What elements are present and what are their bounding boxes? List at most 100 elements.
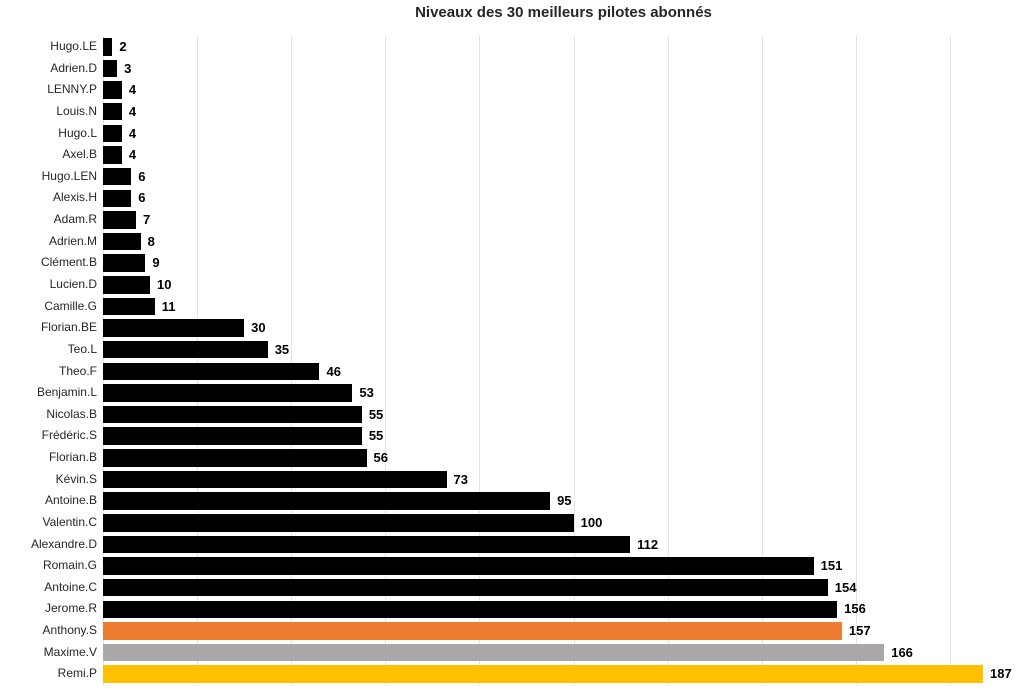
value-label: 157 — [848, 623, 871, 639]
bar — [103, 189, 132, 207]
value-label: 9 — [152, 255, 160, 271]
bar — [103, 232, 141, 251]
bar — [103, 643, 885, 662]
bar — [103, 254, 146, 272]
gridline — [291, 36, 293, 685]
bar — [103, 665, 984, 683]
category-label: Jerome.R — [44, 601, 97, 616]
category-label: Valentin.C — [42, 514, 97, 529]
value-label: 35 — [274, 341, 290, 357]
y-axis-line — [103, 36, 104, 685]
value-label: 4 — [128, 82, 137, 98]
value-label: 53 — [359, 385, 374, 401]
value-label: 55 — [368, 428, 384, 444]
bar — [103, 297, 155, 316]
gridline — [197, 36, 199, 685]
category-label: Anthony.S — [42, 623, 97, 638]
gridline — [479, 36, 481, 685]
chart-title: Niveaux des 30 meilleurs pilotes abonnés — [415, 4, 712, 21]
bar — [103, 384, 353, 402]
category-label: Florian.BE — [40, 320, 97, 335]
bar — [103, 427, 362, 445]
value-label: 4 — [128, 147, 137, 163]
category-label: Antoine.B — [44, 493, 97, 508]
bar — [103, 81, 122, 99]
value-label: 4 — [128, 125, 137, 141]
bar — [103, 340, 268, 359]
category-label: Nicolas.B — [46, 406, 97, 421]
bar — [103, 102, 122, 121]
bar — [103, 319, 245, 337]
bar — [103, 622, 842, 640]
value-label: 2 — [119, 39, 127, 54]
category-label: Maxime.V — [43, 644, 97, 659]
bar — [103, 146, 122, 164]
bar — [103, 600, 838, 619]
category-label: Theo.F — [58, 363, 97, 378]
category-label: Antoine.C — [44, 579, 97, 594]
bar — [103, 578, 828, 597]
gridline — [950, 36, 952, 685]
bar — [103, 405, 362, 424]
bar — [103, 211, 136, 229]
category-label: Clément.B — [40, 255, 97, 270]
value-label: 4 — [128, 103, 137, 119]
category-label: Florian.B — [48, 450, 97, 465]
value-label: 6 — [138, 168, 146, 184]
bar — [103, 276, 151, 294]
value-label: 7 — [142, 212, 151, 228]
gridline — [667, 36, 669, 685]
value-label: 6 — [138, 190, 146, 206]
bar — [103, 557, 814, 575]
bar — [103, 362, 320, 381]
value-label: 166 — [891, 644, 913, 660]
category-label: Kévin.S — [55, 471, 97, 486]
category-label: Adam.R — [53, 212, 97, 227]
category-label: Teo.L — [67, 341, 97, 356]
bar — [103, 514, 574, 532]
category-label: Hugo.LE — [50, 39, 97, 53]
value-label: 56 — [373, 450, 388, 466]
category-label: Hugo.LEN — [41, 168, 97, 183]
category-label: Lucien.D — [49, 276, 97, 291]
gridline — [385, 36, 387, 685]
category-label: Romain.G — [42, 558, 97, 573]
gridline — [855, 36, 857, 685]
category-label: Adrien.D — [50, 60, 97, 75]
category-label: Axel.B — [62, 147, 97, 162]
value-label: 95 — [557, 493, 572, 509]
bar — [103, 535, 631, 554]
gridline — [761, 36, 763, 685]
bar — [103, 124, 122, 143]
category-label: Louis.N — [56, 103, 97, 118]
value-label: 55 — [368, 406, 384, 422]
category-label: Benjamin.L — [36, 385, 97, 400]
category-label: Hugo.L — [58, 125, 97, 140]
value-label: 30 — [251, 320, 266, 336]
value-label: 187 — [990, 666, 1012, 682]
category-label: Frédéric.S — [41, 428, 97, 443]
category-label: Remi.P — [57, 666, 97, 681]
category-label: Camille.G — [44, 298, 97, 313]
value-label: 100 — [580, 514, 603, 530]
category-label: Alexandre.D — [30, 536, 97, 551]
bar — [103, 492, 551, 510]
bar — [103, 470, 447, 489]
value-label: 154 — [834, 579, 857, 595]
value-label: 3 — [124, 60, 132, 76]
bar — [103, 449, 367, 467]
gridline — [573, 36, 575, 685]
bar — [103, 167, 132, 186]
value-label: 46 — [326, 363, 341, 379]
value-label: 112 — [637, 536, 659, 552]
value-label: 11 — [161, 298, 176, 314]
value-label: 151 — [820, 558, 843, 574]
category-label: Adrien.M — [48, 233, 97, 248]
bar — [103, 59, 118, 78]
category-label: Alexis.H — [52, 190, 97, 205]
value-label: 156 — [844, 601, 866, 617]
value-label: 8 — [147, 233, 155, 249]
bar — [103, 38, 113, 56]
value-label: 10 — [157, 276, 172, 292]
